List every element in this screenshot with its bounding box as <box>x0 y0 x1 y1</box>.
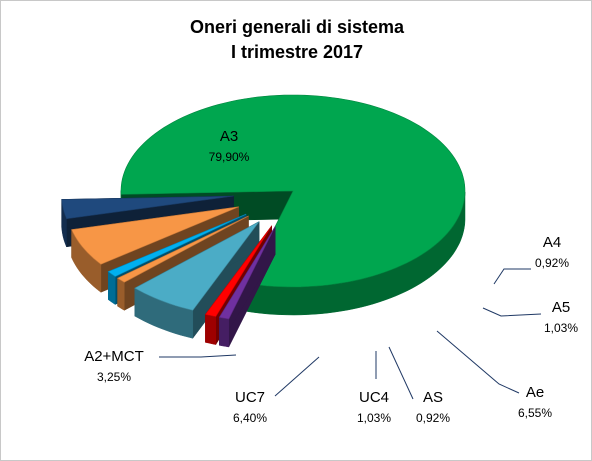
slice-rim-as <box>117 277 125 311</box>
pie-slices <box>61 94 466 348</box>
chart-title-line-1: Oneri generali di sistema <box>189 17 405 37</box>
slice-top-a5 <box>204 225 272 317</box>
leader-lines <box>159 268 542 400</box>
label-name-a3: A3 <box>220 128 238 145</box>
pie-slice-a4 <box>218 225 276 348</box>
leader-line-a2mct <box>159 354 237 358</box>
label-name-a2mct: A2+MCT <box>84 348 144 365</box>
leader-line-as <box>388 346 414 400</box>
label-value-a4: 0,92% <box>535 256 569 270</box>
slice-rim-uc4 <box>108 271 116 305</box>
slice-rim-a5 <box>205 314 217 345</box>
chart-title-line-2: I trimestre 2017 <box>230 42 364 62</box>
label-name-as: AS <box>423 389 443 406</box>
label-value-as: 0,92% <box>416 411 450 425</box>
label-name-a4: A4 <box>543 234 561 251</box>
label-name-uc4: UC4 <box>359 389 389 406</box>
label-value-a3: 79,90% <box>209 150 250 164</box>
label-name-a5: A5 <box>552 299 570 316</box>
slice-top-uc7 <box>71 206 239 265</box>
label-value-a2mct: 3,25% <box>97 370 131 384</box>
slice-top-a2mct <box>61 195 234 220</box>
label-name-ae: Ae <box>526 384 544 401</box>
slice-top-uc4 <box>107 213 247 277</box>
leader-line-a4 <box>493 268 531 285</box>
slice-top-a4 <box>218 226 276 320</box>
label-name-uc7: UC7 <box>235 389 265 406</box>
label-value-ae: 6,55% <box>518 406 552 420</box>
label-value-uc7: 6,40% <box>233 411 267 425</box>
chart-title: Oneri generali di sistema I trimestre 20… <box>1 15 591 65</box>
label-value-uc4: 1,03% <box>357 411 391 425</box>
slice-top-as <box>117 215 249 283</box>
slice-top-ae <box>134 221 260 311</box>
slice-top-a3 <box>120 94 466 288</box>
leader-line-ae <box>436 330 520 394</box>
leader-line-uc7 <box>274 356 320 397</box>
label-value-a5: 1,03% <box>544 321 578 335</box>
slice-rim-a4 <box>219 316 230 348</box>
pie-slice-ae <box>134 220 260 340</box>
data-labels: A3 79,90% A4 0,92% A5 1,03% Ae 6,55% AS … <box>84 128 578 425</box>
leader-line-a5 <box>482 307 542 317</box>
